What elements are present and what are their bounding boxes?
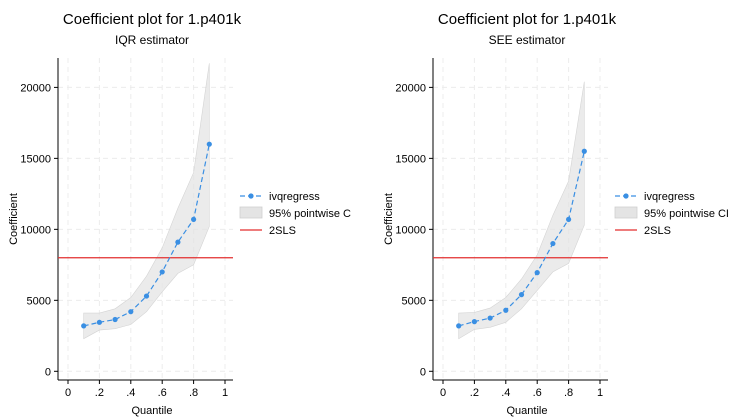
ivqregress-point xyxy=(534,270,540,276)
ivqregress-point xyxy=(112,316,118,323)
ivqregress-point xyxy=(566,216,572,223)
ivqregress-point xyxy=(81,323,87,329)
legend: ivqregress 95% pointwise C 2SLS xyxy=(239,191,351,237)
ivqregress-point xyxy=(550,240,556,247)
y-tick-label: 5000 xyxy=(27,295,51,307)
legend-label-2sls: 2SLS xyxy=(269,225,296,237)
ivqregress-point xyxy=(581,148,587,154)
y-tick-label: 15000 xyxy=(20,153,51,165)
ivqregress-point xyxy=(128,309,134,315)
chart-panel-2: Coefficient plot for 1.p401k SEE estimato… xyxy=(383,11,729,417)
chart-subtitle: SEE estimator xyxy=(489,33,566,47)
x-tick-label: .2 xyxy=(95,387,104,399)
y-tick-label: 20000 xyxy=(395,82,426,94)
legend-label-ci: 95% pointwise C xyxy=(269,208,351,220)
chart-subtitle: IQR estimator xyxy=(115,33,189,47)
ivqregress-point xyxy=(206,141,212,147)
chart-title: Coefficient plot for 1.p401k xyxy=(63,11,242,28)
chart-panel-1: Coefficient plot for 1.p401k IQR estimato… xyxy=(8,11,351,417)
legend: ivqregress 95% pointwise CI 2SLS xyxy=(614,191,729,237)
y-tick-label: 5000 xyxy=(402,295,426,307)
x-tick-label: .6 xyxy=(158,387,167,399)
x-tick-label: .8 xyxy=(564,387,573,399)
y-tick-label: 0 xyxy=(420,366,426,378)
legend-label-ivqregress: ivqregress xyxy=(269,191,320,203)
x-axis-title: Quantile xyxy=(507,405,548,417)
y-tick-label: 15000 xyxy=(395,153,426,165)
chart-title: Coefficient plot for 1.p401k xyxy=(438,11,617,28)
ivqregress-point xyxy=(503,307,509,313)
ivqregress-point xyxy=(143,293,150,299)
ivqregress-point xyxy=(96,319,102,325)
legend-label-ci: 95% pointwise CI xyxy=(644,208,729,220)
x-tick-label: 1 xyxy=(222,387,228,399)
x-axis-title: Quantile xyxy=(132,405,173,417)
x-tick-label: 1 xyxy=(597,387,603,399)
y-axis-title: Coefficient xyxy=(383,193,395,245)
series-ivqregress-line xyxy=(83,144,210,327)
confidence-band xyxy=(83,63,210,340)
x-tick-label: .2 xyxy=(470,387,479,399)
x-tick-label: .6 xyxy=(533,387,542,399)
ivqregress-point xyxy=(471,319,477,325)
y-axis-title: Coefficient xyxy=(8,193,20,245)
y-tick-label: 10000 xyxy=(395,224,426,236)
legend-marker-ivqregress xyxy=(248,193,254,199)
x-tick-label: .4 xyxy=(501,387,510,399)
x-tick-label: 0 xyxy=(440,387,446,399)
legend-swatch-ci xyxy=(614,206,638,219)
ivqregress-point xyxy=(518,292,525,298)
x-tick-label: 0 xyxy=(65,387,71,399)
ivqregress-point xyxy=(456,323,462,329)
x-tick-label: .8 xyxy=(189,387,198,399)
legend-label-2sls: 2SLS xyxy=(644,225,671,237)
confidence-band xyxy=(458,81,585,340)
y-tick-label: 20000 xyxy=(20,82,51,94)
ivqregress-point xyxy=(191,216,197,223)
legend-label-ivqregress: ivqregress xyxy=(644,191,695,203)
y-tick-label: 0 xyxy=(45,366,51,378)
legend-marker-ivqregress xyxy=(623,193,629,199)
ivqregress-point xyxy=(487,315,493,321)
legend-swatch-ci xyxy=(239,206,263,219)
ivqregress-point xyxy=(159,269,165,275)
y-tick-label: 10000 xyxy=(20,224,51,236)
ivqregress-point xyxy=(175,239,181,245)
x-tick-label: .4 xyxy=(126,387,135,399)
